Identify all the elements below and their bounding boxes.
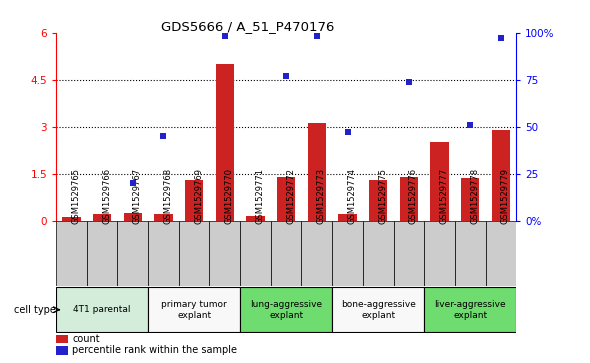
Point — [281, 73, 291, 79]
Text: GSM1529767: GSM1529767 — [133, 168, 142, 224]
Point — [159, 133, 168, 139]
Text: GSM1529775: GSM1529775 — [378, 168, 387, 224]
Text: GSM1529778: GSM1529778 — [470, 168, 479, 224]
Bar — [338, 214, 357, 220]
Bar — [148, 220, 179, 286]
Bar — [117, 220, 148, 286]
Text: GSM1529765: GSM1529765 — [71, 168, 80, 224]
Bar — [246, 216, 265, 220]
Bar — [461, 178, 480, 220]
Text: GDS5666 / A_51_P470176: GDS5666 / A_51_P470176 — [161, 20, 335, 33]
Text: primary tumor
explant: primary tumor explant — [161, 300, 227, 320]
Text: GSM1529768: GSM1529768 — [163, 168, 172, 224]
Text: GSM1529774: GSM1529774 — [348, 168, 356, 224]
Text: bone-aggressive
explant: bone-aggressive explant — [341, 300, 415, 320]
Bar — [363, 220, 394, 286]
Bar — [93, 213, 112, 220]
Point — [312, 33, 322, 39]
Bar — [215, 64, 234, 220]
Text: count: count — [72, 334, 100, 344]
Point — [404, 79, 414, 85]
Bar — [87, 220, 117, 286]
Point — [466, 122, 475, 128]
Bar — [240, 287, 332, 332]
Bar — [271, 220, 301, 286]
Bar — [491, 130, 510, 220]
Bar — [240, 220, 271, 286]
Text: cell type: cell type — [14, 305, 55, 315]
Bar — [486, 220, 516, 286]
Bar — [154, 214, 173, 220]
Text: lung-aggressive
explant: lung-aggressive explant — [250, 300, 322, 320]
Bar — [56, 220, 87, 286]
Text: GSM1529773: GSM1529773 — [317, 168, 326, 224]
Bar — [179, 220, 209, 286]
Text: GSM1529777: GSM1529777 — [440, 168, 448, 224]
Point — [128, 180, 137, 186]
Bar — [399, 177, 418, 220]
Bar — [56, 287, 148, 332]
Bar — [62, 217, 81, 220]
Bar — [332, 220, 363, 286]
Bar — [424, 220, 455, 286]
Bar — [56, 335, 67, 343]
Text: GSM1529776: GSM1529776 — [409, 168, 418, 224]
Bar — [369, 180, 388, 220]
Bar — [332, 287, 424, 332]
Text: GSM1529772: GSM1529772 — [286, 168, 295, 224]
Point — [220, 33, 230, 39]
Point — [343, 129, 352, 135]
Bar — [185, 180, 204, 220]
Bar — [455, 220, 486, 286]
Bar — [123, 213, 142, 220]
Bar — [209, 220, 240, 286]
Text: GSM1529779: GSM1529779 — [501, 168, 510, 224]
Bar — [430, 142, 449, 220]
Point — [496, 36, 506, 41]
Text: GSM1529771: GSM1529771 — [255, 168, 264, 224]
Text: liver-aggressive
explant: liver-aggressive explant — [434, 300, 506, 320]
Bar — [424, 287, 516, 332]
Text: percentile rank within the sample: percentile rank within the sample — [72, 345, 237, 355]
Text: GSM1529770: GSM1529770 — [225, 168, 234, 224]
Bar — [394, 220, 424, 286]
Text: 4T1 parental: 4T1 parental — [73, 305, 131, 314]
Bar — [148, 287, 240, 332]
Bar — [307, 123, 326, 220]
Bar — [277, 177, 296, 220]
Text: GSM1529769: GSM1529769 — [194, 168, 203, 224]
Text: GSM1529766: GSM1529766 — [102, 168, 111, 224]
Bar — [56, 346, 67, 355]
Bar — [301, 220, 332, 286]
